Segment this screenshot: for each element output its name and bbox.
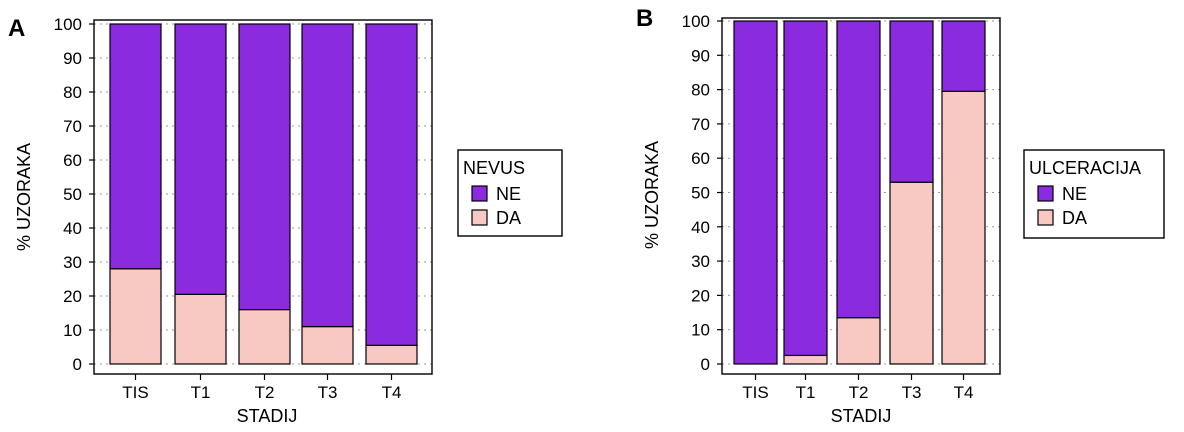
bar-segment-da-tis [109, 268, 162, 365]
y-tick-label: 20 [691, 286, 710, 305]
bar-segment-da-t1 [783, 354, 828, 365]
y-tick-label: 80 [691, 81, 710, 100]
chart-panel-a: A 0 10 20 30 40 50 60 70 80 90 100 TIS T1 T2 T3 T4 % UZOR… [8, 15, 563, 426]
bar-segment-ne-t3 [301, 23, 354, 328]
bar-segment-da-t4 [365, 344, 418, 365]
chart-panel-b: B 0 10 20 30 40 50 60 70 80 90 100 TIS T1 T2 T3 T4 % UZOR… [636, 5, 1165, 426]
x-tick-label: T2 [849, 383, 869, 402]
bar-segment-da-t3 [301, 326, 354, 365]
bar-segment-da-t3 [889, 181, 934, 365]
y-tick-label: 50 [63, 185, 82, 204]
y-tick-label: 100 [54, 15, 82, 34]
y-tick-label: 30 [63, 253, 82, 272]
y-tick-label: 80 [63, 83, 82, 102]
legend-swatch-da [1037, 209, 1054, 226]
x-tick-label: TIS [122, 383, 148, 402]
legend-swatch-da [471, 209, 488, 226]
legend: ULCERACIJA NE DA [1023, 149, 1165, 239]
panel-label: B [636, 5, 653, 32]
x-axis-label: STADIJ [237, 406, 298, 426]
bar-segment-ne-t3 [889, 20, 934, 183]
y-tick-label: 70 [63, 117, 82, 136]
x-tick-label: T1 [191, 383, 211, 402]
y-tick-label: 20 [63, 287, 82, 306]
y-tick-label: 0 [701, 355, 710, 374]
x-tick-label: T3 [902, 383, 922, 402]
bar-segment-ne-t1 [174, 23, 227, 295]
y-tick-label: 70 [691, 115, 710, 134]
y-axis-label: % UZORAKA [642, 141, 662, 249]
bar-segment-ne-t2 [836, 20, 881, 319]
bar-segment-ne-t1 [783, 20, 828, 357]
y-tick-label: 10 [691, 321, 710, 340]
x-tick-label: TIS [742, 383, 768, 402]
x-tick-label: T2 [255, 383, 275, 402]
legend-title: ULCERACIJA [1029, 158, 1141, 178]
y-axis-label: % UZORAKA [14, 143, 34, 251]
plot-frame [721, 17, 1001, 375]
y-tick-label: 90 [63, 49, 82, 68]
legend-label-ne: NE [496, 184, 521, 204]
legend: NEVUS NE DA [457, 149, 563, 237]
bar-segment-da-t1 [174, 293, 227, 365]
x-tick-label: T4 [382, 383, 402, 402]
x-tick-label: T3 [318, 383, 338, 402]
y-tick-label: 60 [63, 151, 82, 170]
legend-label-ne: NE [1062, 184, 1087, 204]
y-tick-label: 60 [691, 149, 710, 168]
y-tick-label: 0 [73, 355, 82, 374]
x-axis-label: STADIJ [831, 406, 892, 426]
bar-segment-ne-t4 [941, 20, 986, 92]
y-tick-label: 40 [63, 219, 82, 238]
bar-segment-ne-tis [733, 20, 778, 365]
legend-label-da: DA [496, 208, 521, 228]
y-tick-label: 30 [691, 252, 710, 271]
bar-segment-ne-t4 [365, 23, 418, 346]
x-tick-label: T4 [954, 383, 974, 402]
bar-segment-ne-t2 [238, 23, 291, 311]
legend-swatch-ne [1037, 185, 1054, 202]
bar-segment-da-t2 [238, 309, 291, 365]
legend-swatch-ne [471, 185, 488, 202]
y-tick-label: 10 [63, 321, 82, 340]
y-tick-label: 50 [691, 184, 710, 203]
y-tick-label: 100 [682, 12, 710, 31]
bar-segment-da-t4 [941, 90, 986, 365]
bar-segment-da-t2 [836, 317, 881, 365]
y-tick-label: 40 [691, 218, 710, 237]
y-tick-label: 90 [691, 46, 710, 65]
bar-segment-ne-tis [109, 23, 162, 270]
legend-label-da: DA [1062, 208, 1087, 228]
plot-frame [93, 19, 433, 375]
x-tick-label: T1 [796, 383, 816, 402]
panel-label: A [8, 15, 25, 42]
legend-title: NEVUS [463, 158, 525, 178]
